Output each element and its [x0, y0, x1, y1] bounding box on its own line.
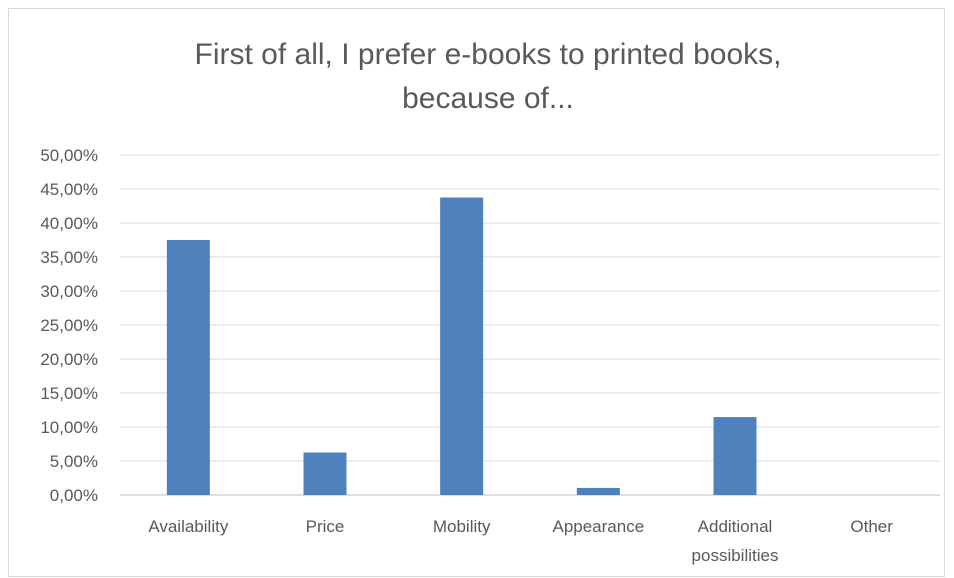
x-category-label: Appearance — [552, 517, 644, 536]
gridlines — [120, 154, 940, 496]
y-tick-label: 35,00% — [40, 248, 98, 267]
y-tick-label: 10,00% — [40, 418, 98, 437]
y-tick-label: 25,00% — [40, 316, 98, 335]
y-tick-label: 30,00% — [40, 282, 98, 301]
x-axis-labels: Availability Price Mobility Appearance Addit… — [148, 517, 893, 565]
x-category-label: possibilities — [692, 546, 779, 565]
bars — [166, 197, 757, 495]
bar-appearance — [576, 487, 620, 495]
y-axis-ticks: 0,00% 5,00% 10,00% 15,00% 20,00% 25,00% 30,00%… — [40, 146, 98, 505]
chart-title-line-2: because of... — [402, 82, 574, 115]
x-category-label: Availability — [148, 517, 229, 536]
x-category-label: Other — [850, 517, 893, 536]
chart-title-line-1: First of all, I prefer e-books to printe… — [195, 38, 782, 71]
bar-price — [303, 452, 347, 495]
y-tick-label: 20,00% — [40, 350, 98, 369]
y-tick-label: 15,00% — [40, 384, 98, 403]
bar-additional-possibilities — [713, 417, 757, 495]
y-tick-label: 5,00% — [50, 452, 98, 471]
y-tick-label: 50,00% — [40, 146, 98, 165]
bar-mobility — [440, 197, 484, 495]
x-category-label: Additional — [698, 517, 773, 536]
x-category-label: Mobility — [433, 517, 491, 536]
x-category-label: Price — [306, 517, 345, 536]
y-tick-label: 0,00% — [50, 486, 98, 505]
y-tick-label: 40,00% — [40, 214, 98, 233]
y-tick-label: 45,00% — [40, 180, 98, 199]
bar-availability — [166, 240, 210, 495]
